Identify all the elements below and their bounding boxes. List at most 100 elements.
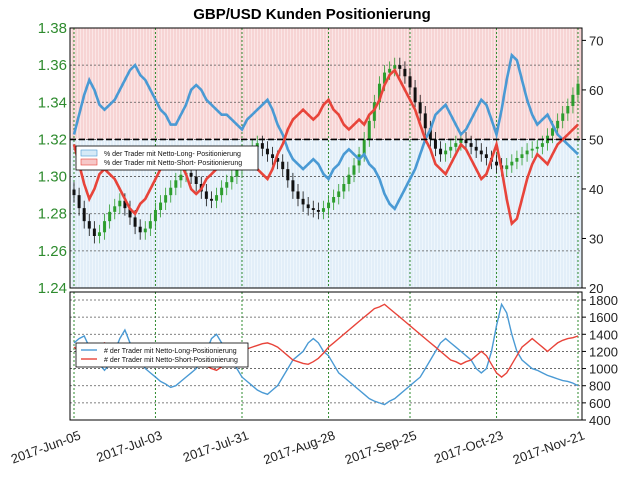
count-tick-label: 600: [589, 396, 611, 411]
candle-body: [464, 139, 468, 144]
percent-tick-label: 30: [589, 231, 603, 246]
count-tick-label: 800: [589, 379, 611, 394]
date-tick-label: 2017-Nov-21: [511, 427, 587, 467]
candle-body: [138, 226, 142, 233]
bottom-panel: 400 600 800 1000 1200 1400 1600 1800 # der Trad…: [69, 291, 618, 428]
candle-body: [347, 174, 351, 184]
candle-body: [204, 191, 208, 199]
price-candles: [72, 57, 580, 244]
candle-body: [510, 161, 514, 166]
candle-body: [576, 83, 580, 95]
candle-body: [540, 143, 544, 147]
candle-body: [286, 169, 290, 181]
count-tick-label: 1600: [589, 310, 618, 325]
candle-body: [530, 148, 534, 151]
chart-title: GBP/USD Kunden Positionierung: [193, 6, 431, 23]
candle-body: [301, 198, 305, 205]
date-tick-label: 2017-Jun-05: [9, 427, 83, 466]
candle-body: [153, 210, 157, 222]
candle-body: [97, 232, 101, 236]
candle-body: [281, 161, 285, 170]
candle-body: [260, 143, 264, 149]
candle-body: [566, 106, 570, 114]
candle-body: [571, 94, 575, 106]
candle-body: [82, 208, 86, 222]
top-legend-box: [75, 145, 259, 171]
candle-body: [474, 146, 478, 151]
candle-body: [433, 139, 437, 149]
candle-body: [189, 172, 193, 177]
candle-body: [388, 68, 392, 73]
candle-body: [362, 139, 366, 155]
candle-body: [321, 208, 325, 212]
candle-body: [398, 65, 402, 69]
price-tick-label: 1.36: [38, 57, 67, 74]
legend-count-short-label: # der Trader mit Netto-Short-Positionier…: [104, 357, 238, 364]
count-tick-label: 400: [589, 413, 611, 428]
price-tick-label: 1.30: [38, 169, 67, 186]
price-axis-ticks: 1.24 1.26 1.28 1.30 1.32 1.34 1.36 1.38: [38, 20, 67, 297]
candle-body: [520, 154, 524, 158]
candle-body: [133, 217, 137, 227]
count-tick-label: 1400: [589, 327, 618, 342]
percent-axis-ticks: 20 30 40 50 60 70: [582, 33, 603, 296]
price-tick-label: 1.26: [38, 243, 67, 260]
candle-body: [367, 120, 371, 140]
percent-tick-label: 20: [589, 281, 603, 296]
candle-body: [306, 204, 310, 209]
candle-body: [123, 200, 127, 209]
candle-body: [449, 146, 453, 151]
count-axis-ticks: 400 600 800 1000 1200 1400 1600 1800: [582, 293, 618, 428]
count-tick-label: 1800: [589, 293, 618, 308]
legend-count-long-label: # der Trader mit Netto-Long-Positionieru…: [104, 348, 237, 355]
candle-body: [169, 187, 173, 196]
candle-body: [484, 154, 488, 158]
candle-body: [535, 146, 539, 149]
top-panel: 1.24 1.26 1.28 1.30 1.32 1.34 1.36 1.38 20 30 40 5…: [38, 20, 604, 297]
candle-body: [143, 228, 147, 233]
candle-body: [393, 65, 397, 69]
candle-body: [515, 158, 519, 162]
date-tick-label: 2017-Jul-03: [94, 427, 164, 465]
date-tick-label: 2017-Oct-23: [432, 427, 505, 466]
candle-body: [561, 113, 565, 121]
candle-body: [215, 195, 219, 201]
candle-body: [311, 208, 315, 210]
candle-body: [316, 210, 320, 212]
legend-long-label: % der Trader mit Netto-Long- Positionier…: [104, 151, 241, 158]
candle-body: [372, 102, 376, 121]
candle-body: [444, 150, 448, 155]
candle-body: [271, 154, 275, 158]
candle-body: [179, 174, 183, 181]
candle-body: [479, 150, 483, 155]
price-tick-label: 1.38: [38, 20, 67, 37]
top-legend: % der Trader mit Netto-Long- Positionier…: [75, 145, 259, 171]
candle-body: [327, 202, 331, 209]
candle-body: [148, 221, 152, 229]
percent-short-line: [72, 67, 579, 227]
bottom-legend: # der Trader mit Netto-Long-Positionieru…: [75, 342, 249, 368]
percent-tick-label: 40: [589, 182, 603, 197]
bottom-panel-grid: [70, 292, 582, 420]
candle-body: [220, 187, 224, 196]
candle-body: [194, 176, 198, 184]
candle-body: [235, 169, 239, 177]
candle-body: [337, 191, 341, 197]
candle-body: [72, 189, 76, 196]
candle-body: [551, 128, 555, 136]
candle-body: [230, 176, 234, 183]
count-long-line: [73, 302, 579, 406]
candle-body: [454, 143, 458, 147]
price-tick-label: 1.28: [38, 206, 67, 223]
candle-body: [377, 83, 381, 103]
candle-body: [408, 76, 412, 88]
candle-body: [209, 198, 213, 201]
candle-body: [92, 228, 96, 236]
candle-body: [423, 113, 427, 129]
candle-body: [276, 158, 280, 162]
candle-body: [108, 211, 112, 222]
price-tick-label: 1.32: [38, 131, 67, 148]
candle-body: [118, 200, 122, 207]
candle-body: [255, 143, 259, 147]
bottom-legend-box: [75, 342, 249, 368]
